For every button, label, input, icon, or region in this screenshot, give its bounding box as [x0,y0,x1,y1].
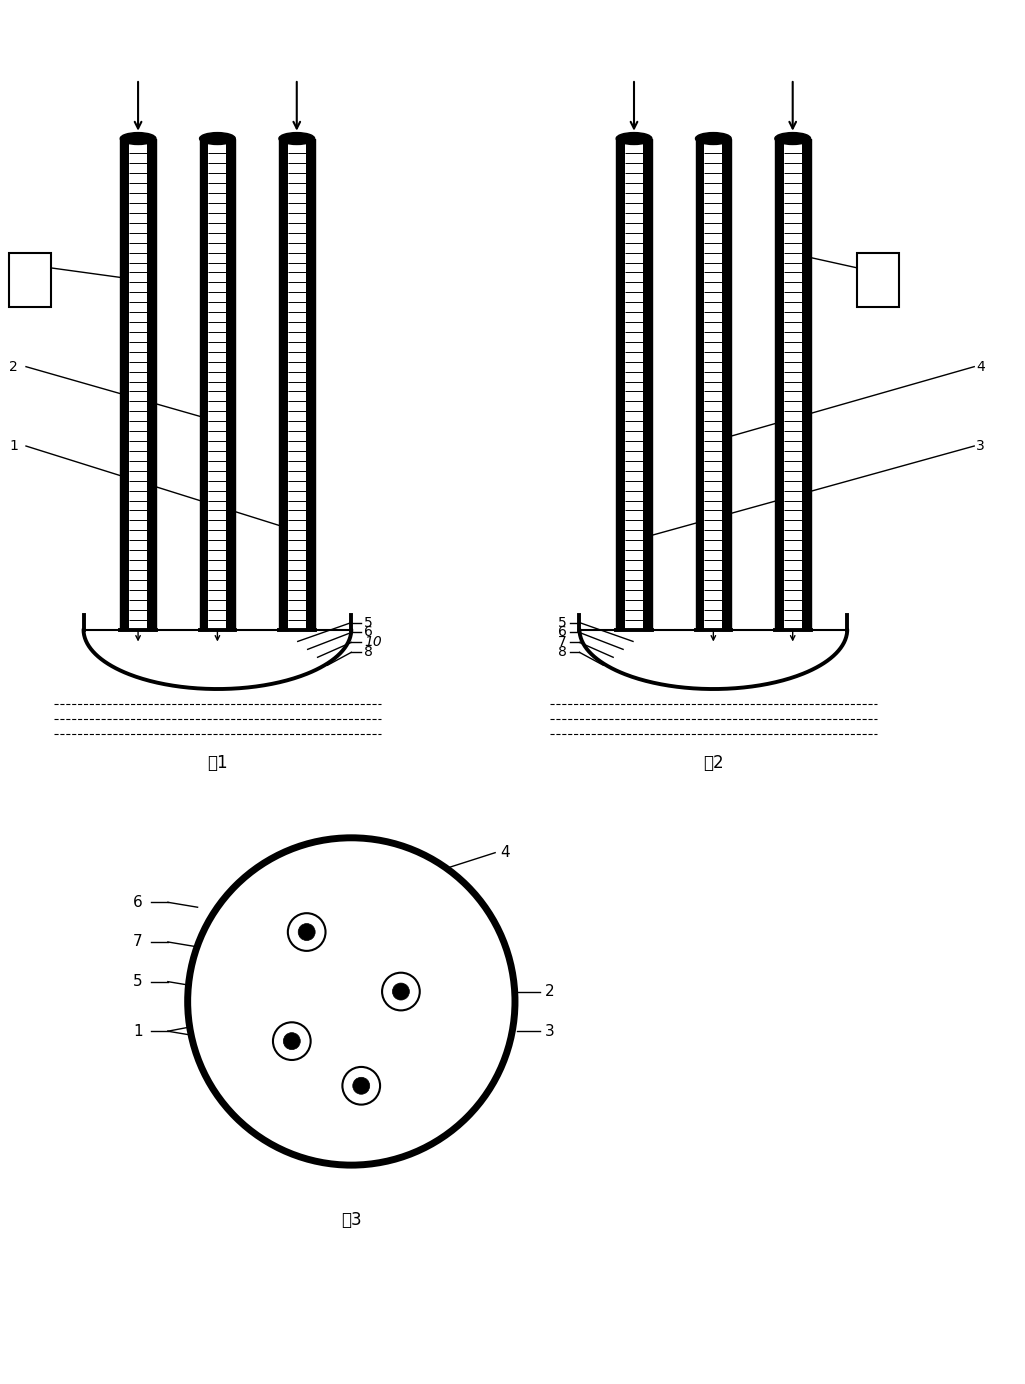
Circle shape [393,983,409,1001]
Text: 1: 1 [873,285,883,299]
Text: 6: 6 [364,626,373,639]
Bar [208,138,227,630]
Circle shape [188,837,515,1165]
Bar [784,138,802,630]
Text: 5: 5 [364,616,373,630]
Text: 7: 7 [558,635,567,649]
Circle shape [288,913,326,951]
Text: 7: 7 [133,934,142,949]
Text: 10: 10 [364,635,382,649]
Text: 2: 2 [9,360,17,374]
Circle shape [353,1077,370,1095]
Text: 4: 4 [26,260,34,275]
Text: 8: 8 [364,645,373,659]
Ellipse shape [696,133,731,144]
Text: 5: 5 [558,616,567,630]
Bar [857,253,899,307]
Text: 图3: 图3 [341,1211,362,1229]
Text: 1: 1 [9,439,18,453]
Text: 图2: 图2 [703,754,724,772]
Circle shape [342,1067,380,1104]
Bar [129,138,147,630]
Circle shape [273,1023,311,1060]
Circle shape [382,973,420,1010]
Text: 2: 2 [544,984,555,999]
Text: 1: 1 [133,1024,142,1039]
Text: 3: 3 [26,285,34,299]
Ellipse shape [279,133,315,144]
Text: 4: 4 [500,846,509,861]
Text: 6: 6 [558,626,567,639]
Text: 5: 5 [133,974,142,990]
Bar [625,138,643,630]
Text: 3: 3 [544,1024,555,1039]
Ellipse shape [120,133,156,144]
Text: 8: 8 [558,645,567,659]
Ellipse shape [200,133,236,144]
Circle shape [298,923,315,941]
Bar [704,138,723,630]
Text: 4: 4 [976,360,985,374]
Text: 2: 2 [873,260,883,275]
Bar [288,138,305,630]
Circle shape [283,1032,300,1049]
Ellipse shape [775,133,811,144]
Text: 6: 6 [133,895,142,909]
Bar [9,253,51,307]
Text: 3: 3 [976,439,985,453]
Text: 图1: 图1 [207,754,228,772]
Ellipse shape [616,133,652,144]
